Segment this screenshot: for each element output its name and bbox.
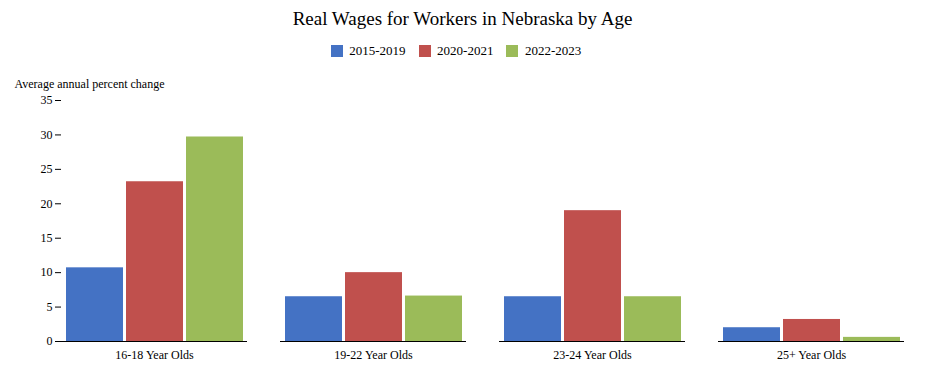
svg-text:30: 30 (41, 127, 53, 141)
svg-text:0: 0 (47, 334, 53, 348)
svg-text:23-24 Year Olds: 23-24 Year Olds (553, 348, 632, 362)
svg-text:Average annual percent change: Average annual percent change (15, 77, 165, 91)
svg-text:19-22 Year Olds: 19-22 Year Olds (334, 348, 413, 362)
svg-text:5: 5 (47, 299, 53, 313)
svg-text:10: 10 (41, 265, 53, 279)
html-text:2022-2023: 2022-2023 (524, 42, 582, 58)
html-text:Real Wages for Workers in Nebr: Real Wages for Workers in Nebraska by Ag… (292, 8, 633, 29)
html-text:2020-2021: 2020-2021 (437, 42, 494, 58)
svg-text:20: 20 (41, 196, 53, 210)
svg-text:35: 35 (41, 93, 53, 107)
svg-text:25+ Year Olds: 25+ Year Olds (777, 348, 846, 362)
html-text:2015-2019: 2015-2019 (349, 42, 406, 58)
svg-text:25: 25 (41, 162, 53, 176)
svg-text:15: 15 (41, 231, 53, 245)
svg-text:16-18 Year Olds: 16-18 Year Olds (115, 348, 194, 362)
